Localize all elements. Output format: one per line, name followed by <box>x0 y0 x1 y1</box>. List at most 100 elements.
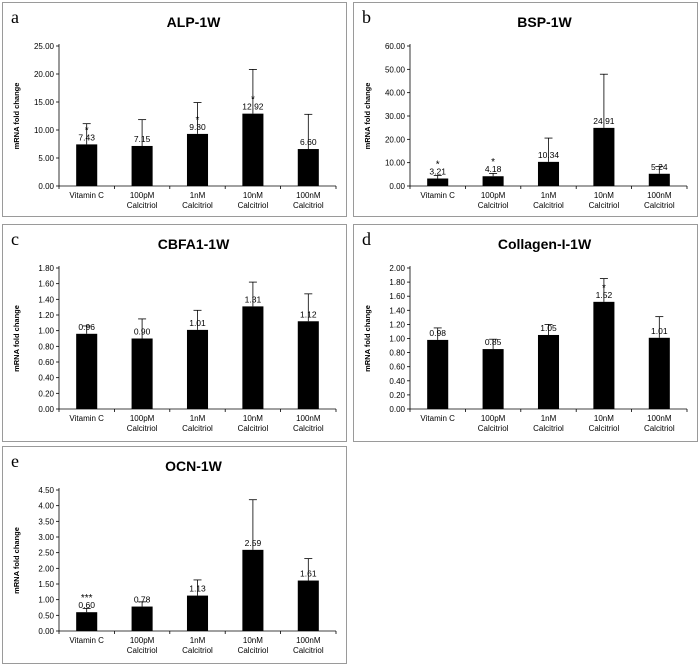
bar <box>593 301 615 409</box>
y-tick-label: 1.50 <box>38 580 54 589</box>
chart-title: CBFA1-1W <box>158 236 230 252</box>
y-tick-label: 3.00 <box>38 533 54 542</box>
y-tick-label: 10.00 <box>34 126 55 135</box>
y-tick-label: 0.00 <box>389 182 405 191</box>
bar <box>427 339 449 409</box>
bar <box>131 606 153 631</box>
data-label: 0.90 <box>134 327 151 337</box>
data-label: 0.78 <box>134 595 151 605</box>
significance-marker: * <box>436 160 440 171</box>
y-tick-label: 4.00 <box>38 502 54 511</box>
x-tick-label: Calcitriol <box>127 424 158 433</box>
x-tick-label: 100pM <box>130 636 155 645</box>
x-tick-label: Calcitriol <box>238 424 269 433</box>
y-tick-label: 0.40 <box>38 374 54 383</box>
chart-svg: b BSP-1W mRNA fold change 0.00 10.00 20.00 30.… <box>362 7 688 210</box>
y-tick-label: 0.20 <box>389 391 405 400</box>
panel-d-collagen-chart: d Collagen-I-1W mRNA fold change 0.00 0.20 0.… <box>353 224 698 442</box>
bar <box>537 334 560 409</box>
data-label: 1.61 <box>300 569 317 579</box>
panel-letter: b <box>362 7 371 27</box>
data-label: 24.91 <box>593 116 615 126</box>
x-tick-label: 10nM <box>243 191 263 200</box>
x-tick-label: Calcitriol <box>238 646 269 655</box>
data-label: 0.60 <box>78 600 95 610</box>
bar <box>186 133 209 186</box>
x-tick-label: Calcitriol <box>644 424 675 433</box>
data-label: 1.01 <box>189 318 206 328</box>
data-label: 0.96 <box>78 322 95 332</box>
bar <box>242 306 264 409</box>
significance-marker: * <box>602 283 606 294</box>
chart-title: ALP-1W <box>167 14 221 30</box>
x-tick-label: Calcitriol <box>127 201 158 210</box>
x-tick-label: Vitamin C <box>420 191 455 200</box>
data-label: 1.13 <box>189 584 206 594</box>
data-label: 12.92 <box>242 102 264 112</box>
data-label: 0.98 <box>429 328 446 338</box>
x-tick-label: 100pM <box>130 191 155 200</box>
chart-title: BSP-1W <box>517 14 572 30</box>
y-tick-label: 1.40 <box>389 306 405 315</box>
x-tick-label: 100pM <box>481 191 506 200</box>
x-tick-label: Vitamin C <box>420 414 455 423</box>
y-tick-label: 0.80 <box>389 349 405 358</box>
panel-letter: d <box>362 229 371 249</box>
y-tick-label: 2.00 <box>389 264 405 273</box>
chart-svg: a ALP-1W mRNA fold change 0.00 5.00 10.00 15.0… <box>11 7 337 210</box>
y-tick-label: 0.00 <box>38 182 54 191</box>
x-tick-label: Calcitriol <box>478 201 509 210</box>
bar <box>297 149 319 186</box>
data-label: 9.30 <box>189 122 206 132</box>
x-tick-label: Calcitriol <box>238 201 269 210</box>
y-tick-label: 1.60 <box>389 292 405 301</box>
y-tick-label: 1.00 <box>38 596 54 605</box>
bar <box>593 127 615 186</box>
x-tick-label: 100nM <box>296 636 321 645</box>
y-tick-label: 1.20 <box>38 311 54 320</box>
x-tick-label: Vitamin C <box>69 191 104 200</box>
y-tick-label: 0.00 <box>38 627 54 636</box>
x-tick-label: 1nM <box>541 414 557 423</box>
y-tick-label: 30.00 <box>385 112 406 121</box>
panel-letter: a <box>11 7 19 27</box>
y-axis-label: mRNA fold change <box>12 305 21 372</box>
x-tick-label: 100nM <box>296 414 321 423</box>
x-tick-label: Vitamin C <box>69 414 104 423</box>
y-tick-label: 2.50 <box>38 549 54 558</box>
x-tick-label: Calcitriol <box>644 201 675 210</box>
y-tick-label: 0.80 <box>38 342 54 351</box>
y-tick-label: 0.40 <box>389 377 405 386</box>
y-tick-label: 25.00 <box>34 42 55 51</box>
x-tick-label: 10nM <box>594 414 614 423</box>
x-tick-label: 10nM <box>243 414 263 423</box>
x-tick-label: Calcitriol <box>182 424 213 433</box>
panel-e-ocn-chart: e OCN-1W mRNA fold change 0.00 0.50 1.00 1.50 2… <box>2 446 347 664</box>
y-tick-label: 5.00 <box>38 154 54 163</box>
data-label: 0.85 <box>485 337 502 347</box>
significance-marker: * <box>491 157 495 168</box>
bar <box>648 337 670 409</box>
chart-title: OCN-1W <box>165 458 223 474</box>
y-tick-label: 1.60 <box>38 280 54 289</box>
data-label: 1.01 <box>651 326 668 336</box>
bar <box>186 595 209 631</box>
x-tick-label: 1nM <box>190 414 206 423</box>
x-tick-label: 100nM <box>296 191 321 200</box>
y-tick-label: 20.00 <box>385 135 406 144</box>
y-tick-label: 60.00 <box>385 42 406 51</box>
x-tick-label: 1nM <box>190 636 206 645</box>
chart-svg: e OCN-1W mRNA fold change 0.00 0.50 1.00 1.50 2… <box>11 451 337 655</box>
significance-marker: * <box>196 115 200 126</box>
bar <box>482 349 504 409</box>
x-tick-label: Calcitriol <box>182 201 213 210</box>
x-tick-label: Calcitriol <box>127 646 158 655</box>
data-label: 7.43 <box>78 132 95 142</box>
data-label: 7.15 <box>134 134 151 144</box>
bar <box>242 113 264 186</box>
bar <box>482 176 504 186</box>
panel-b-bsp-chart: b BSP-1W mRNA fold change 0.00 10.00 20.00 30.… <box>353 2 698 217</box>
y-tick-label: 50.00 <box>385 65 406 74</box>
y-tick-label: 40.00 <box>385 89 406 98</box>
data-label: 3.21 <box>429 167 446 177</box>
